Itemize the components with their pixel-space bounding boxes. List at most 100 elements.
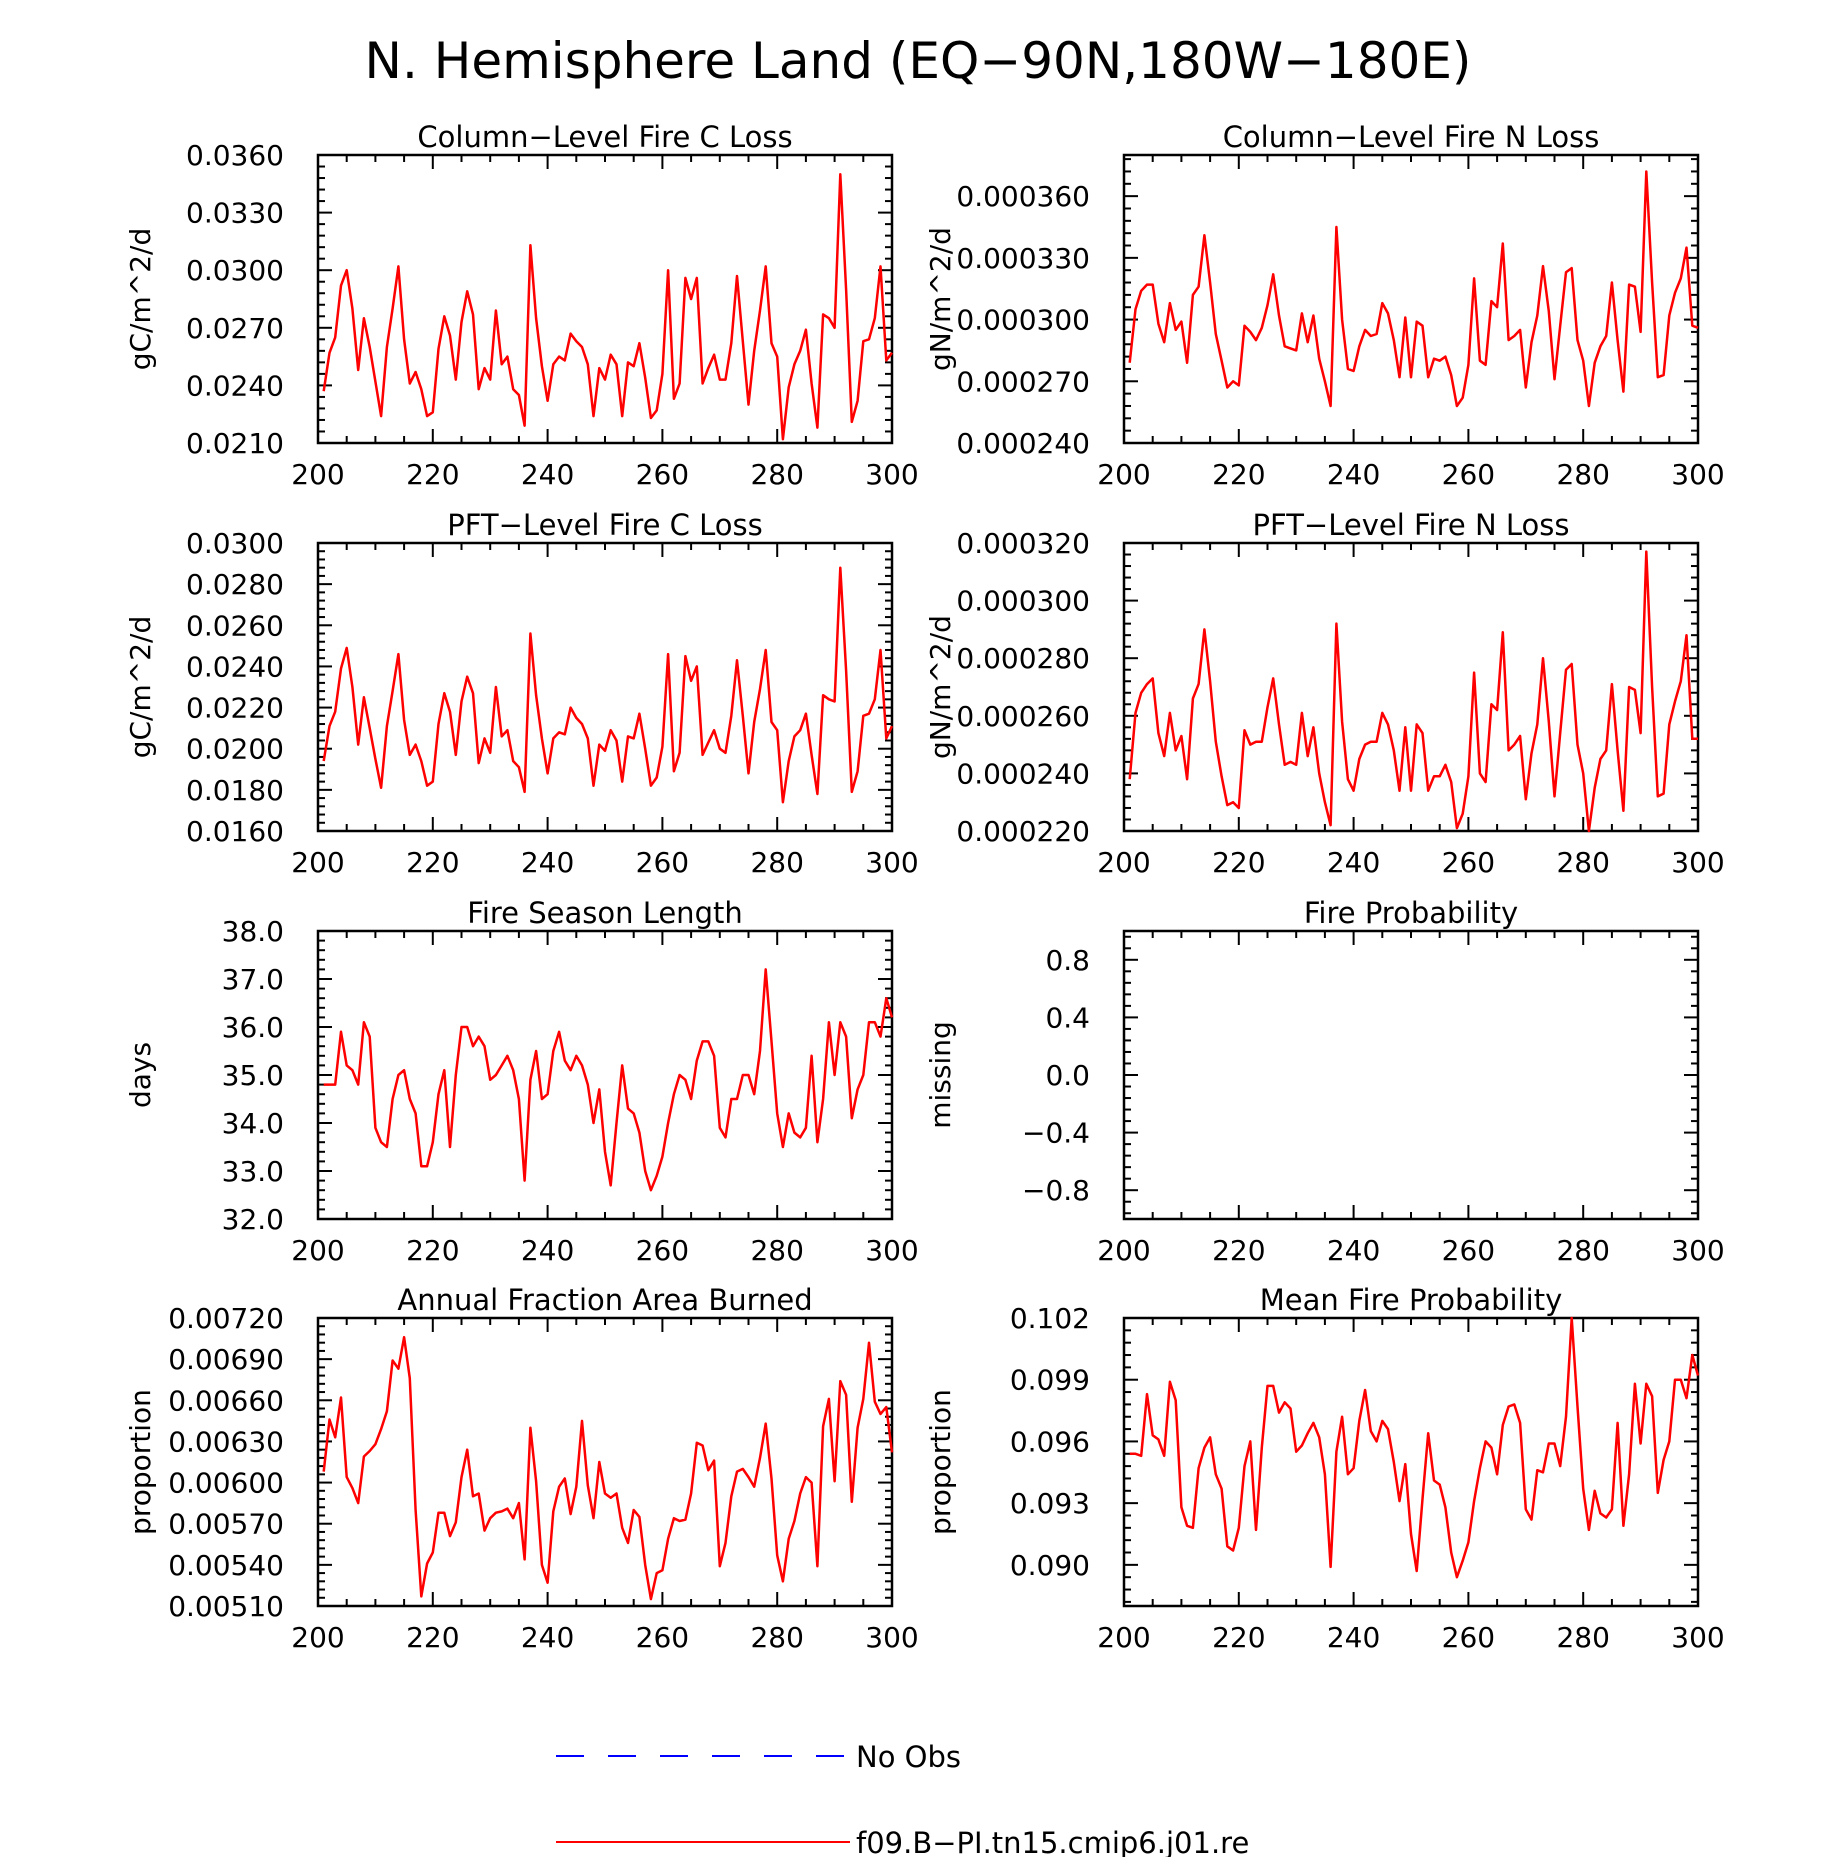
y-tick-label: 0.00570 bbox=[168, 1508, 284, 1541]
y-tick-label: 0.00600 bbox=[168, 1467, 284, 1500]
panel-title: Mean Fire Probability bbox=[1260, 1283, 1563, 1317]
panel-title: PFT−Level Fire N Loss bbox=[1253, 508, 1570, 542]
series-line bbox=[1128, 550, 1698, 833]
figure-title: N. Hemisphere Land (EQ−90N,180W−180E) bbox=[365, 32, 1472, 90]
x-tick-label: 240 bbox=[1327, 458, 1380, 491]
x-tick-label: 200 bbox=[291, 846, 344, 879]
x-tick-label: 220 bbox=[1212, 458, 1265, 491]
x-tick-label: 220 bbox=[406, 846, 459, 879]
panel-title: Annual Fraction Area Burned bbox=[397, 1283, 812, 1317]
panel-title: Column−Level Fire N Loss bbox=[1223, 120, 1600, 154]
y-tick-label: 0.00660 bbox=[168, 1384, 284, 1417]
panel-2: PFT−Level Fire C Loss gC/m^2/d 200 220 240 26… bbox=[124, 508, 919, 879]
y-tick-label: 0.0360 bbox=[186, 139, 284, 172]
y-tick-label: 0.00690 bbox=[168, 1343, 284, 1376]
series-line bbox=[1129, 1316, 1700, 1579]
x-tick-label: 240 bbox=[1327, 1621, 1380, 1654]
y-tick-label: 34.0 bbox=[222, 1107, 284, 1140]
y-tick-label: 36.0 bbox=[222, 1011, 284, 1044]
y-tick-label: 0.0200 bbox=[186, 733, 284, 766]
y-axis-label: proportion bbox=[124, 1389, 157, 1535]
x-tick-label: 260 bbox=[636, 1234, 689, 1267]
y-tick-label: 0.0270 bbox=[186, 312, 284, 345]
x-tick-label: 240 bbox=[521, 1621, 574, 1654]
series-line bbox=[1128, 170, 1699, 408]
y-tick-label: 0.000300 bbox=[956, 304, 1090, 337]
panel-title: PFT−Level Fire C Loss bbox=[447, 508, 763, 542]
panel-3: PFT−Level Fire N Loss gN/m^2/d 200 220 240 26… bbox=[924, 508, 1725, 879]
chart-panels: Column−Level Fire C Loss gC/m^2/d 200 220 24… bbox=[124, 120, 1725, 1654]
y-tick-label: 38.0 bbox=[222, 915, 284, 948]
y-tick-label: 0.0280 bbox=[186, 568, 284, 601]
x-tick-label: 220 bbox=[1212, 1621, 1265, 1654]
x-tick-label: 280 bbox=[750, 458, 803, 491]
x-tick-label: 260 bbox=[1442, 458, 1495, 491]
y-tick-label: 33.0 bbox=[222, 1155, 284, 1188]
y-tick-label: 0.00720 bbox=[168, 1302, 284, 1335]
panel-title: Fire Season Length bbox=[467, 896, 742, 930]
y-axis-label: days bbox=[124, 1042, 157, 1108]
x-tick-label: 240 bbox=[521, 846, 574, 879]
x-tick-label: 220 bbox=[406, 1621, 459, 1654]
x-tick-label: 240 bbox=[1327, 846, 1380, 879]
series-line bbox=[322, 172, 893, 441]
x-tick-label: 300 bbox=[1671, 1621, 1724, 1654]
y-tick-label: 35.0 bbox=[222, 1059, 284, 1092]
x-tick-label: 300 bbox=[865, 458, 918, 491]
series-line bbox=[322, 1335, 894, 1601]
x-tick-label: 280 bbox=[750, 1621, 803, 1654]
x-tick-label: 280 bbox=[750, 846, 803, 879]
x-tick-label: 260 bbox=[636, 846, 689, 879]
y-tick-label: 0.0300 bbox=[186, 527, 284, 560]
x-tick-label: 240 bbox=[521, 1234, 574, 1267]
y-tick-label: 0.0220 bbox=[186, 692, 284, 725]
y-tick-label: 0.000360 bbox=[956, 180, 1090, 213]
panel-0: Column−Level Fire C Loss gC/m^2/d 200 220 24… bbox=[124, 120, 919, 491]
x-tick-label: 220 bbox=[406, 458, 459, 491]
x-tick-label: 220 bbox=[1212, 846, 1265, 879]
x-tick-label: 260 bbox=[1442, 846, 1495, 879]
y-tick-label: 0.000270 bbox=[956, 365, 1090, 398]
y-tick-label: 0.000260 bbox=[956, 700, 1090, 733]
x-tick-label: 280 bbox=[1556, 458, 1609, 491]
panel-5: Fire Probability missing 200 220 240 260 280 30… bbox=[924, 896, 1725, 1267]
x-tick-label: 260 bbox=[636, 458, 689, 491]
y-tick-label: 0.00510 bbox=[168, 1590, 284, 1623]
y-tick-label: 0.000240 bbox=[956, 427, 1090, 460]
plot-frame bbox=[316, 1316, 894, 1608]
y-tick-label: −0.8 bbox=[1022, 1174, 1090, 1207]
y-tick-label: 0.0240 bbox=[186, 650, 284, 683]
y-axis-label: proportion bbox=[924, 1389, 957, 1535]
x-tick-label: 200 bbox=[1097, 1621, 1150, 1654]
y-tick-label: 0.00630 bbox=[168, 1425, 284, 1458]
x-tick-label: 300 bbox=[1671, 846, 1724, 879]
y-tick-label: 0.0260 bbox=[186, 609, 284, 642]
x-tick-label: 300 bbox=[865, 1621, 918, 1654]
x-tick-label: 200 bbox=[1097, 458, 1150, 491]
series-line bbox=[323, 968, 894, 1192]
y-axis-label: gC/m^2/d bbox=[124, 228, 157, 371]
panel-6: Annual Fraction Area Burned proportion 200… bbox=[124, 1283, 919, 1654]
panel-1: Column−Level Fire N Loss gN/m^2/d 200 220 24… bbox=[924, 120, 1725, 491]
y-tick-label: 0.093 bbox=[1010, 1487, 1090, 1520]
plot-frame bbox=[316, 541, 894, 833]
series-line bbox=[322, 566, 894, 804]
x-tick-label: 200 bbox=[1097, 846, 1150, 879]
plot-frame bbox=[1122, 153, 1700, 445]
y-tick-label: 0.4 bbox=[1045, 1001, 1090, 1034]
y-tick-label: 0.000300 bbox=[956, 585, 1090, 618]
y-tick-label: 0.0180 bbox=[186, 774, 284, 807]
y-tick-label: 0.0 bbox=[1045, 1059, 1090, 1092]
panel-title: Column−Level Fire C Loss bbox=[417, 120, 792, 154]
y-tick-label: −0.4 bbox=[1022, 1117, 1090, 1150]
legend: No Obs f09.B−PI.tn15.cmip6.j01.re bbox=[556, 1740, 1249, 1857]
legend-model-label: f09.B−PI.tn15.cmip6.j01.re bbox=[856, 1826, 1249, 1857]
y-tick-label: 0.000330 bbox=[956, 242, 1090, 275]
y-tick-label: 0.0330 bbox=[186, 197, 284, 230]
y-tick-label: 0.000220 bbox=[956, 815, 1090, 848]
x-tick-label: 240 bbox=[521, 458, 574, 491]
y-tick-label: 0.090 bbox=[1010, 1549, 1090, 1582]
y-axis-label: gN/m^2/d bbox=[924, 615, 957, 759]
x-tick-label: 260 bbox=[636, 1621, 689, 1654]
